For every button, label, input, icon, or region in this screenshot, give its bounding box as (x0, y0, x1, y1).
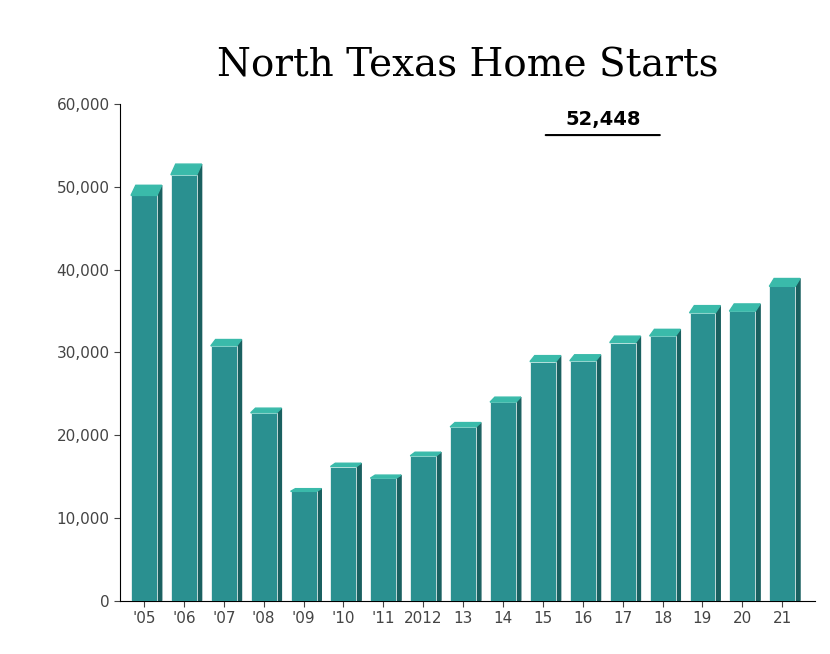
Polygon shape (316, 489, 321, 600)
Bar (730, 311, 755, 600)
Bar (251, 413, 276, 600)
Polygon shape (330, 463, 361, 466)
Polygon shape (237, 339, 242, 600)
Polygon shape (556, 356, 561, 600)
Polygon shape (450, 422, 481, 427)
Polygon shape (171, 164, 202, 175)
Polygon shape (755, 304, 760, 600)
Polygon shape (131, 185, 162, 196)
Bar (650, 336, 676, 600)
Bar (290, 491, 316, 600)
Bar (610, 343, 636, 600)
Bar (330, 466, 356, 600)
Polygon shape (437, 452, 441, 600)
Bar (570, 361, 596, 600)
Polygon shape (769, 279, 800, 286)
Polygon shape (211, 339, 242, 346)
Polygon shape (596, 354, 601, 600)
Bar (370, 478, 396, 600)
Polygon shape (410, 452, 441, 456)
Text: 52,448: 52,448 (565, 110, 641, 129)
Polygon shape (715, 305, 720, 600)
Polygon shape (516, 397, 520, 600)
Bar (530, 362, 556, 600)
Polygon shape (650, 330, 681, 336)
Bar (211, 346, 237, 600)
Polygon shape (396, 475, 401, 600)
Polygon shape (490, 397, 520, 402)
Polygon shape (157, 185, 162, 600)
Bar (490, 402, 516, 600)
Polygon shape (476, 422, 481, 600)
Polygon shape (795, 279, 800, 600)
Polygon shape (676, 330, 681, 600)
Polygon shape (636, 336, 641, 600)
Bar (131, 196, 157, 600)
Polygon shape (610, 336, 641, 343)
Polygon shape (197, 164, 202, 600)
Bar (690, 313, 715, 600)
Polygon shape (530, 356, 561, 362)
Polygon shape (370, 475, 401, 478)
Polygon shape (570, 354, 601, 361)
Bar (769, 286, 795, 600)
Polygon shape (290, 489, 321, 491)
Polygon shape (356, 463, 361, 600)
Polygon shape (276, 408, 281, 600)
Bar (410, 456, 437, 600)
Polygon shape (730, 304, 760, 311)
Bar (171, 175, 197, 600)
Polygon shape (690, 305, 720, 313)
Title: North Texas Home Starts: North Texas Home Starts (217, 48, 718, 85)
Bar (450, 427, 476, 600)
Polygon shape (251, 408, 281, 413)
